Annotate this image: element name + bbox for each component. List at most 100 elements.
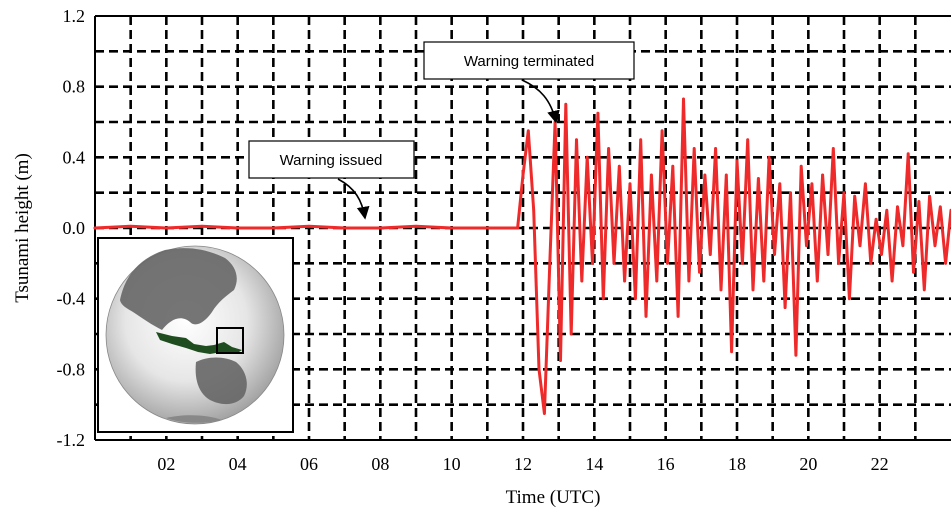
data-point [837,262,840,265]
data-point [687,279,691,283]
x-tick-label: 20 [799,454,817,474]
data-point [591,262,594,265]
x-tick-label: 02 [157,454,175,474]
data-point [815,279,819,283]
data-point [794,353,798,357]
data-point [762,279,766,283]
data-point [628,182,632,186]
data-point [735,159,739,163]
data-point [917,200,921,203]
x-tick-label: 22 [871,454,889,474]
x-tick-label: 10 [443,454,461,474]
asia-landmass-icon [120,248,237,330]
data-point [607,147,610,150]
data-point [671,164,675,168]
arrow-icon [521,79,560,124]
series-lines [93,97,951,415]
data-point [767,156,771,159]
data-point [644,315,648,318]
data-point [559,359,562,362]
data-point [666,262,669,265]
y-tick-label: 1.2 [63,6,86,26]
data-point [805,244,808,247]
data-point [901,244,905,247]
data-point [236,226,239,230]
x-tick-label: 06 [300,454,318,474]
data-point [885,209,889,212]
y-tick-label: 0.8 [63,77,86,97]
data-point [939,205,942,209]
data-point [575,138,578,141]
y-tick-label: 0.4 [63,147,86,167]
antarctica-icon [166,415,222,423]
y-tick-label: -0.4 [57,289,86,309]
data-point [450,226,453,230]
data-point [848,297,851,300]
data-point [698,270,701,274]
callout-box [423,41,635,80]
data-point [585,156,589,159]
data-point [922,288,926,292]
data-point [880,253,883,256]
data-point [655,279,659,283]
data-point [912,270,915,274]
data-point [714,147,717,150]
y-axis-title: Tsunami height (m) [12,153,33,303]
annotation-label: Warning issued [280,152,383,169]
x-tick-label: 14 [585,454,603,474]
data-point [272,226,275,230]
annotation-label: Warning terminated [464,53,594,70]
data-point [858,244,862,247]
data-point [682,97,685,101]
data-point [618,164,621,168]
data-point [842,191,846,194]
data-point [486,226,489,230]
x-tick-label: 18 [728,454,746,474]
x-tick-label: 16 [657,454,675,474]
data-point [708,253,712,256]
data-point [639,138,642,141]
data-point [165,226,168,230]
data-point [129,224,132,228]
data-point [580,279,584,283]
data-point [778,182,782,186]
data-point [564,103,568,106]
data-point [379,226,382,230]
study-area-box [216,327,244,354]
tick-labels: 02 04 06 08 10 12 14 16 18 20 22 -1.2 -0.8 -0.4 0.0 0.4… [57,6,889,474]
data-point [548,262,552,265]
data-point [543,412,546,415]
data-point [527,129,530,133]
arrow-icon [337,178,370,220]
data-point [307,224,311,228]
data-point [746,138,749,141]
data-point [826,253,830,256]
x-tick-label: 04 [229,454,247,474]
x-tick-label: 08 [371,454,389,474]
data-point [896,205,899,209]
data-point [414,224,418,228]
callout-box [248,140,415,179]
data-point [612,262,616,265]
data-point [537,368,541,371]
data-point [789,191,792,194]
data-point [928,194,931,198]
series-line [93,97,951,415]
data-point [650,173,653,177]
data-point [751,288,755,292]
data-point [692,147,696,150]
data-point [660,129,664,133]
indonesia-icon [156,332,242,354]
data-point [623,279,626,283]
data-point [719,288,723,292]
data-point [853,194,856,198]
data-point [783,306,787,309]
callout-warning-issued: Warning issued [248,140,415,220]
x-axis-title: Time (UTC) [506,487,601,508]
data-point [601,297,605,300]
data-point [821,173,824,177]
data-point [890,279,894,283]
data-point [596,111,600,115]
data-point [532,209,535,212]
data-point [874,217,878,221]
